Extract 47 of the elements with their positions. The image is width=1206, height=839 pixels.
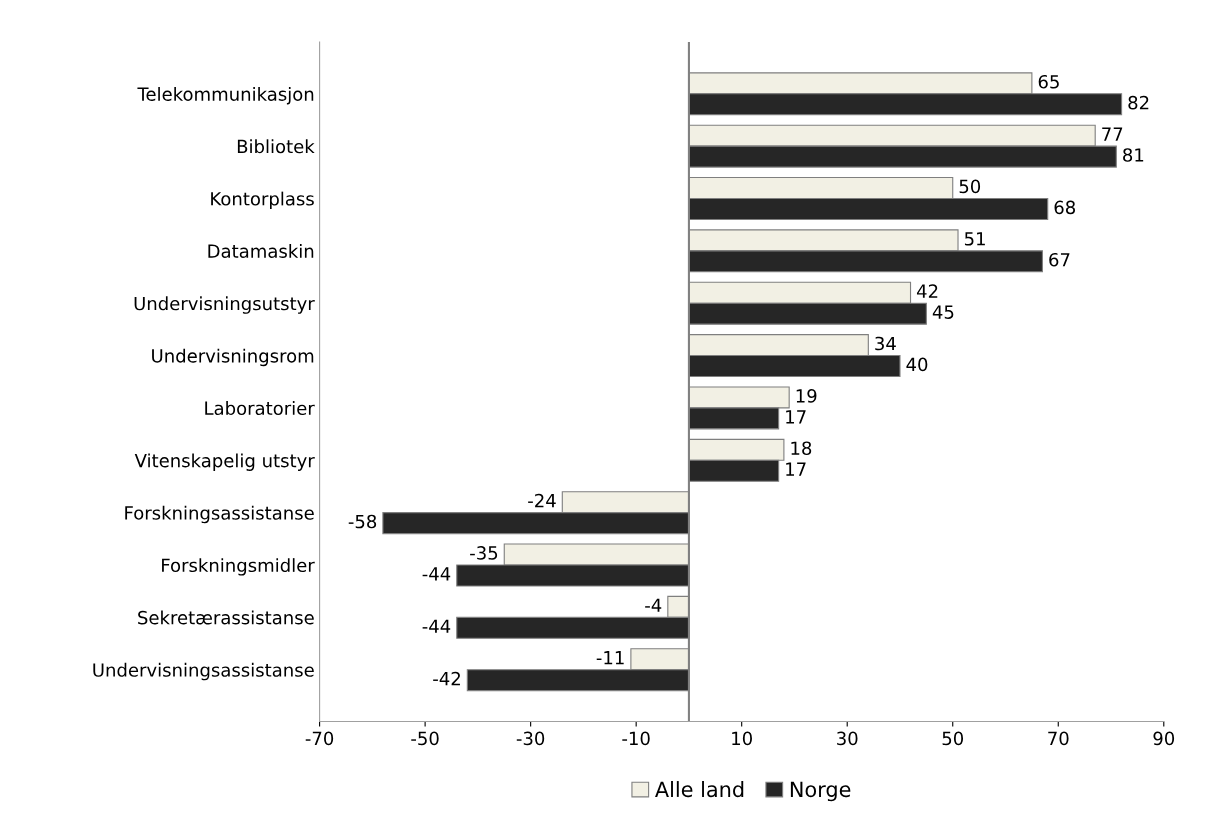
data-label: -44 [422,567,451,581]
data-label: -35 [470,546,498,560]
x-tick-label: -10 [622,731,650,746]
data-label: 34 [875,336,896,351]
data-label: -24 [528,493,556,508]
data-label: 40 [906,357,928,372]
data-label: 65 [1038,74,1059,89]
legend-label: Norge [790,781,851,802]
data-label: 19 [796,389,817,403]
data-label: 45 [932,305,954,319]
data-label: 50 [959,179,981,194]
data-label: -58 [348,514,377,529]
y-tick-label: Kontorplass [211,191,314,210]
y-tick-label: Forskningsassistanse [125,505,314,524]
y-tick-label: Undervisningsutstyr [134,296,315,314]
y-tick-label: Datamaskin [208,243,314,258]
data-label: 42 [916,284,938,298]
data-label: -11 [596,651,624,665]
y-tick-label: Undervisningsassistanse [93,662,314,681]
x-tick-label: -70 [305,731,334,746]
y-tick-label: Laboratorier [205,401,315,416]
y-tick-label: Forskningsmidler [162,558,315,576]
data-label: 68 [1054,200,1076,215]
data-label: -44 [422,619,451,633]
data-label: -42 [433,671,460,686]
x-tick-label: -30 [516,731,545,746]
data-label: -4 [645,598,662,612]
y-tick-label: Telekommunikasjon [137,86,314,105]
x-tick-label: 10 [732,731,752,746]
data-label: 18 [791,441,812,456]
data-label: 82 [1128,95,1149,110]
y-tick-label: Vitenskapelig utstyr [134,453,315,471]
x-tick-label: 50 [942,731,964,746]
x-tick-label: -50 [411,731,439,746]
data-label: 77 [1102,127,1123,141]
data-label: 67 [1049,252,1070,267]
y-tick-label: Sekretærassistanse [138,610,314,625]
data-label: 51 [964,232,985,246]
data-label: 17 [786,410,806,424]
y-tick-label: Undervisningsrom [152,348,314,367]
y-tick-label: Bibliotek [237,139,315,154]
data-label: 81 [1123,148,1144,162]
x-tick-label: 30 [837,731,858,746]
data-label: 17 [786,462,806,476]
x-tick-label: 90 [1153,731,1175,746]
x-tick-label: 70 [1048,731,1069,746]
legend-label: Alle land [655,781,744,798]
